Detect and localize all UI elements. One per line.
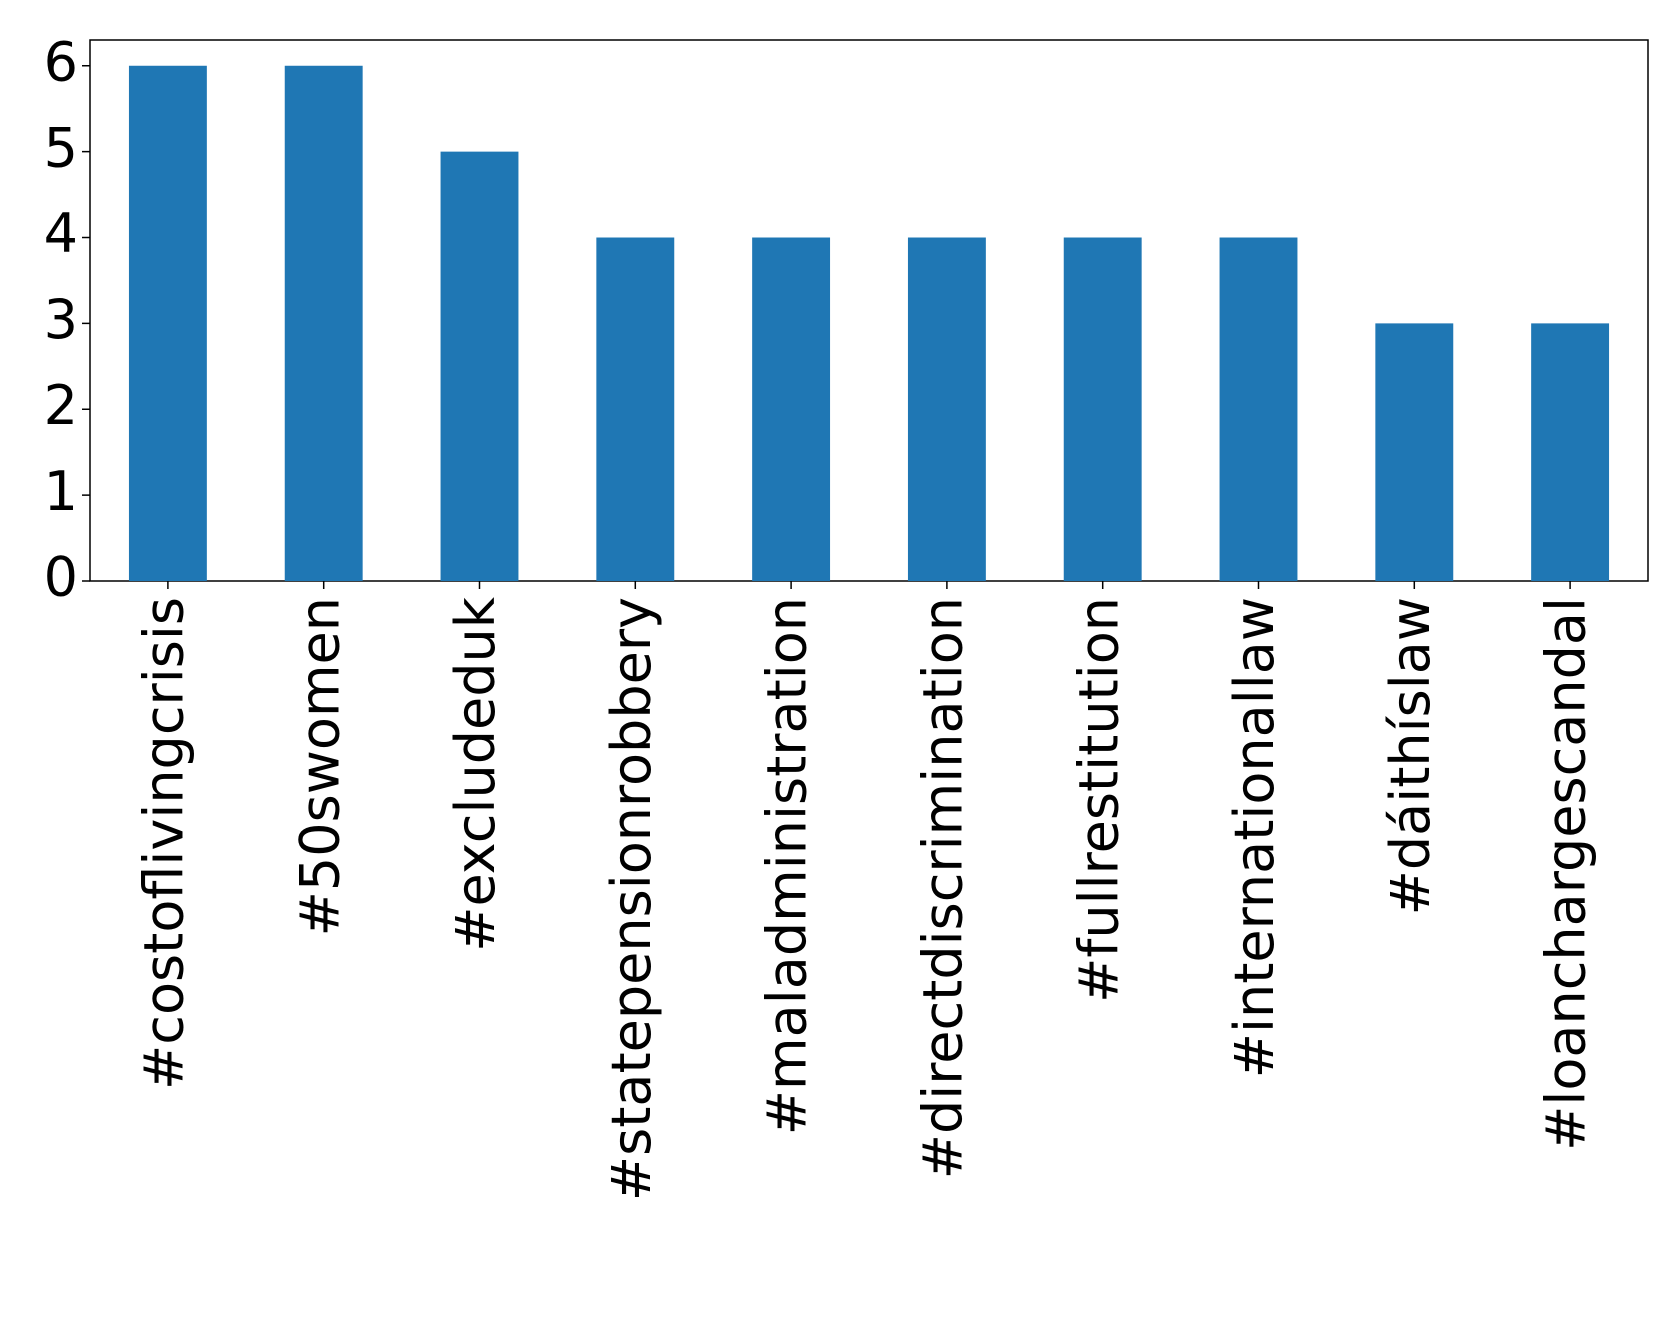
y-tick-label: 3 bbox=[44, 288, 78, 351]
y-tick-label: 2 bbox=[44, 374, 78, 437]
y-tick-label: 0 bbox=[44, 546, 78, 609]
bar bbox=[1063, 237, 1142, 581]
y-tick-label: 4 bbox=[44, 202, 78, 265]
x-tick-label: #maladministration bbox=[756, 597, 819, 1135]
x-tick-label: #excludeduk bbox=[444, 596, 507, 951]
bar bbox=[128, 65, 207, 581]
x-tick-label: #fullrestitution bbox=[1067, 597, 1130, 1003]
x-tick-label: #statepensionrobbery bbox=[600, 597, 663, 1201]
bar bbox=[752, 237, 831, 581]
plot-frame bbox=[89, 39, 1649, 582]
x-tick-label: #costoflivingcrisis bbox=[133, 597, 196, 1090]
bar bbox=[440, 151, 519, 581]
bar bbox=[284, 65, 363, 581]
y-tick-label: 5 bbox=[44, 116, 78, 179]
x-tick-label: #internationallaw bbox=[1223, 597, 1286, 1078]
bar bbox=[1375, 323, 1454, 581]
bar bbox=[1219, 237, 1298, 581]
x-tick-label: #dáithíslaw bbox=[1379, 597, 1442, 915]
y-tick-label: 1 bbox=[44, 460, 78, 523]
bar bbox=[596, 237, 675, 581]
x-tick-label: #50swomen bbox=[288, 597, 351, 936]
x-tick-label: #directdiscrimination bbox=[912, 597, 975, 1179]
x-tick-label: #loanchargescandal bbox=[1535, 597, 1598, 1151]
bar bbox=[1531, 323, 1610, 581]
bar bbox=[907, 237, 986, 581]
y-tick-label: 6 bbox=[44, 30, 78, 93]
